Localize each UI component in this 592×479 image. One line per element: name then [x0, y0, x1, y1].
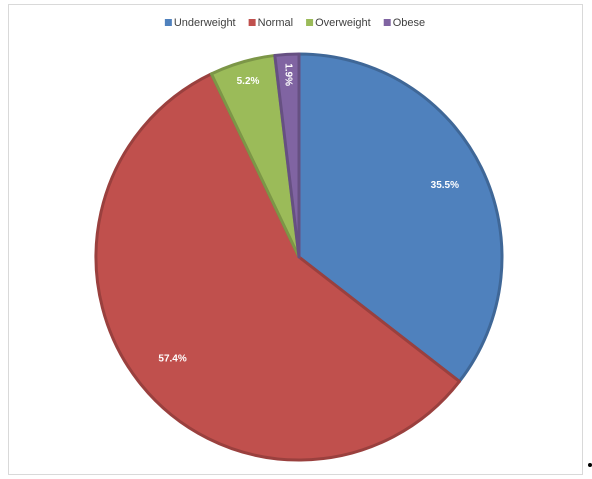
legend-text: Obese — [393, 17, 425, 29]
legend-text: Overweight — [315, 17, 371, 29]
value-label: 57.4% — [158, 354, 186, 365]
legend-swatch — [248, 19, 256, 26]
legend-swatch — [383, 19, 391, 26]
value-label: 35.5% — [431, 180, 459, 191]
pie-slice — [94, 72, 461, 462]
legend-text: Normal — [258, 17, 293, 29]
pie-slice — [297, 52, 504, 383]
legend-text: Underweight — [174, 17, 236, 29]
pie-slice — [273, 52, 301, 259]
value-label: 1.9% — [282, 63, 293, 86]
corner-dot — [588, 463, 592, 467]
legend-swatch — [306, 19, 314, 26]
legend-swatch — [164, 19, 172, 26]
legend: Underweight Normal Overweight Obese — [164, 17, 425, 29]
value-label: 5.2% — [237, 76, 260, 87]
